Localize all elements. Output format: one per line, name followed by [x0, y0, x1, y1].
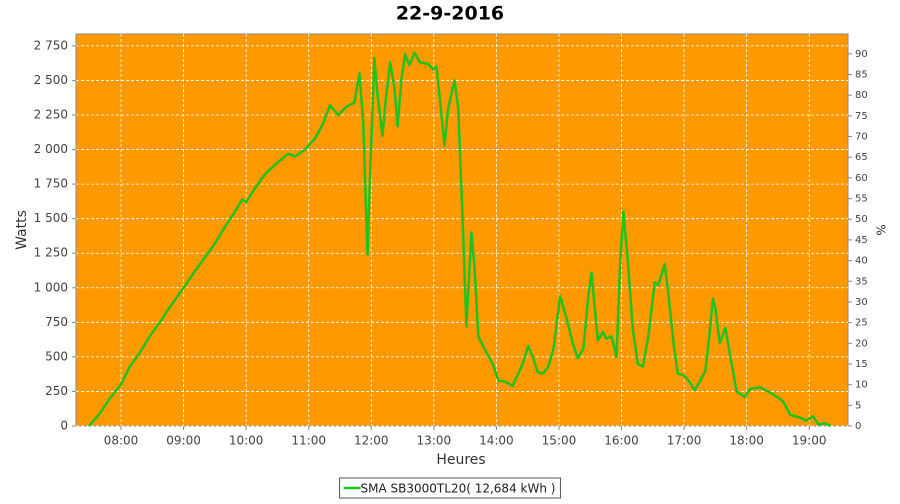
y2-tick-label: 55	[855, 194, 868, 205]
x-tick-label: 10:00	[229, 434, 264, 448]
y-tick-label: 1 000	[34, 280, 68, 294]
x-tick-label: 08:00	[104, 434, 139, 448]
x-tick-label: 19:00	[792, 434, 827, 448]
legend: SMA SB3000TL20( 12,684 kWh )	[339, 477, 561, 499]
x-tick-label: 18:00	[729, 434, 764, 448]
y2-axis-label: %	[874, 224, 888, 235]
y2-tick-label: 75	[855, 111, 868, 122]
y2-tick-label: 20	[855, 338, 868, 349]
y2-tick-label: 85	[855, 70, 868, 81]
y2-tick-label: 10	[855, 380, 868, 391]
x-tick-label: 13:00	[417, 434, 452, 448]
y-axis-label: Watts	[14, 210, 30, 250]
y-tick-label: 2 000	[34, 142, 68, 156]
y-tick-label: 2 500	[34, 73, 68, 87]
y2-tick-label: 35	[855, 276, 868, 287]
y2-tick-label: 70	[855, 132, 868, 143]
y-tick-label: 500	[45, 349, 68, 363]
y2-tick-label: 60	[855, 173, 868, 184]
y-tick-label: 2 750	[34, 38, 68, 52]
x-tick-label: 15:00	[542, 434, 577, 448]
y2-tick-label: 15	[855, 359, 868, 370]
x-tick-label: 14:00	[479, 434, 514, 448]
y2-tick-label: 40	[855, 256, 868, 267]
y2-tick-label: 50	[855, 214, 868, 225]
y-tick-label: 250	[45, 384, 68, 398]
data-line	[88, 51, 832, 428]
x-tick-label: 09:00	[166, 434, 201, 448]
x-tick-label: 17:00	[667, 434, 702, 448]
y-tick-label: 1 250	[34, 246, 68, 260]
y2-tick-label: 5	[855, 400, 861, 411]
legend-label: SMA SB3000TL20( 12,684 kWh )	[361, 482, 556, 496]
legend-box	[339, 477, 561, 499]
y-tick-label: 1 500	[34, 211, 68, 225]
y-tick-label: 750	[45, 315, 68, 329]
y-tick-label: 0	[60, 419, 68, 433]
y-tick-label: 2 250	[34, 107, 68, 121]
y2-tick-label: 25	[855, 318, 868, 329]
y-tick-label: 1 750	[34, 177, 68, 191]
y2-tick-label: 80	[855, 90, 868, 101]
x-axis-label: Heures	[436, 452, 485, 468]
y2-tick-label: 45	[855, 235, 868, 246]
y2-tick-label: 90	[855, 49, 868, 60]
chart-title: 22-9-2016	[396, 3, 504, 25]
x-tick-label: 16:00	[604, 434, 639, 448]
y2-tick-label: 65	[855, 152, 868, 163]
x-tick-label: 12:00	[354, 434, 389, 448]
x-tick-label: 11:00	[291, 434, 326, 448]
y2-tick-label: 30	[855, 297, 868, 308]
y2-tick-label: 0	[855, 421, 861, 432]
